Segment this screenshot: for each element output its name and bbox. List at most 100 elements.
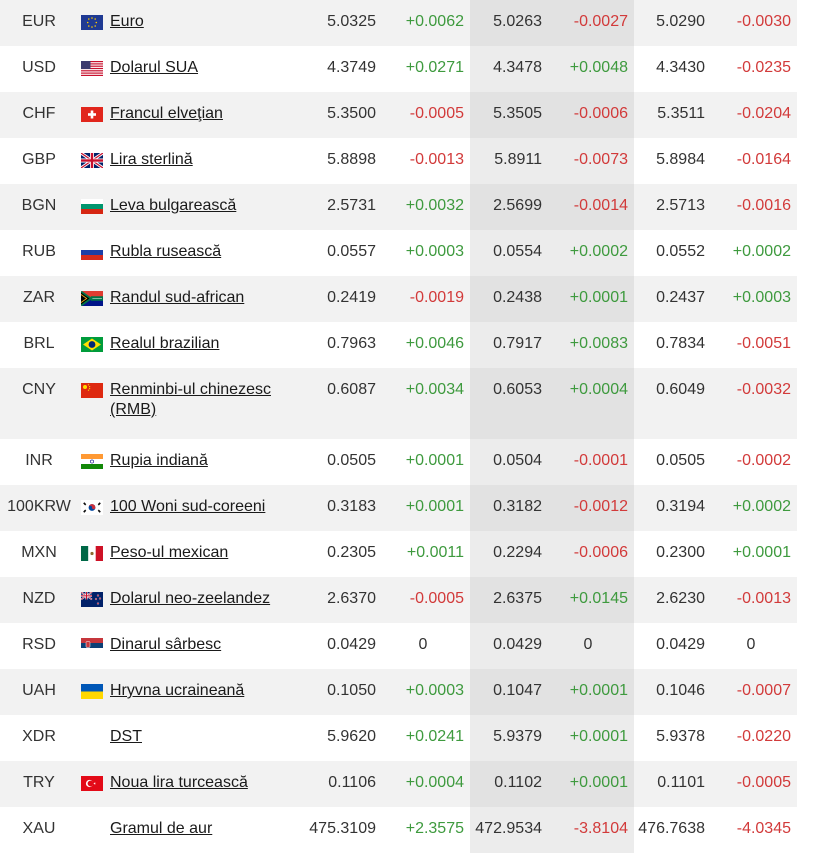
table-row: RSD Dinarul sârbesc 0.0429 0 0.0429 0 0.0429 0 — [0, 623, 797, 669]
rate-change-1: +0.0034 — [382, 368, 470, 439]
rate-value-1: 5.0325 — [304, 0, 382, 46]
currency-name-link[interactable]: Rupia indiană — [110, 452, 208, 469]
rate-value-1: 5.3500 — [304, 92, 382, 138]
rate-value-3: 0.6049 — [634, 368, 711, 439]
ua-flag-icon — [81, 684, 103, 699]
currency-name-link[interactable]: Renminbi-ul chinezesc (RMB) — [110, 381, 271, 418]
rate-change-3: -0.0013 — [711, 577, 797, 623]
rate-value-2: 0.2294 — [470, 531, 548, 577]
currency-name-link[interactable]: Leva bulgarească — [110, 197, 237, 214]
table-row: UAH Hryvna ucraineană 0.1050 +0.0003 0.1047 +… — [0, 669, 797, 715]
currency-code: INR — [25, 452, 53, 469]
currency-name-link[interactable]: Dolarul neo-zeelandez — [110, 590, 271, 607]
currency-code: GBP — [22, 151, 56, 168]
currency-name-link[interactable]: DST — [110, 728, 142, 745]
rate-change-2: -0.0006 — [548, 531, 634, 577]
rate-value-1: 0.0429 — [327, 636, 376, 653]
mx-flag-icon — [81, 546, 103, 561]
br-flag-icon — [81, 337, 103, 352]
rate-value-1: 0.2305 — [327, 544, 376, 561]
rate-change-3: -0.0220 — [736, 728, 791, 745]
rate-change-3: 0 — [746, 636, 756, 653]
rate-change-2: +0.0083 — [548, 322, 634, 368]
rate-value-3: 0.3194 — [634, 485, 711, 531]
currency-name-link[interactable]: Hryvna ucraineană — [110, 682, 245, 699]
currency-name-cell: Dolarul SUA — [78, 46, 304, 92]
currency-code: BGN — [0, 184, 78, 230]
rate-value-2: 5.9379 — [470, 715, 548, 761]
rate-value-1: 5.8898 — [327, 151, 376, 168]
rate-value-3: 5.3511 — [634, 92, 711, 138]
table-row: TRY Noua lira turcească 0.1106 +0.0004 0.110… — [0, 761, 797, 807]
currency-name-link[interactable]: Dinarul sârbesc — [110, 636, 222, 653]
rate-change-2: +0.0001 — [548, 669, 634, 715]
currency-name-cell: Hryvna ucraineană — [78, 669, 304, 715]
currency-code: CHF — [0, 92, 78, 138]
table-row: MXN Peso-ul mexican 0.2305 +0.0011 0.2294 -0.… — [0, 531, 797, 577]
currency-name-cell: Gramul de aur — [78, 807, 304, 853]
bg-flag-icon — [81, 199, 103, 214]
rate-value-3: 2.5713 — [634, 184, 711, 230]
rate-value-3: 0.7834 — [656, 335, 705, 352]
currency-name-link[interactable]: 100 Woni sud-coreeni — [110, 498, 266, 515]
rate-change-2: +0.0048 — [548, 46, 634, 92]
rate-change-3: -0.0204 — [711, 92, 797, 138]
currency-name-link[interactable]: Gramul de aur — [110, 820, 213, 837]
currency-name-link[interactable]: Noua lira turcească — [110, 774, 248, 791]
in-flag-icon — [81, 454, 103, 469]
currency-name-link[interactable]: Dolarul SUA — [110, 59, 199, 76]
rate-change-1: +0.0241 — [405, 728, 464, 745]
rate-value-2: 4.3478 — [470, 46, 548, 92]
rate-value-3: 0.1101 — [634, 761, 711, 807]
currency-name-link[interactable]: Euro — [110, 13, 144, 30]
rate-value-1: 0.3183 — [304, 485, 382, 531]
cn-flag-icon — [81, 383, 103, 398]
rate-change-2: -0.0014 — [548, 184, 634, 230]
rate-change-3: -0.0051 — [736, 335, 791, 352]
rate-change-1: +0.0003 — [382, 669, 470, 715]
currency-name-cell: DST — [78, 715, 304, 761]
rate-value-3: 5.8984 — [656, 151, 705, 168]
rs-flag-icon — [81, 638, 103, 653]
rate-change-2: -3.8104 — [548, 807, 634, 853]
rate-value-1: 0.6087 — [304, 368, 382, 439]
rate-change-3: -0.0002 — [736, 452, 791, 469]
table-row: EUR Euro 5.0325 +0.0062 5.0263 -0.0027 5.0290-… — [0, 0, 797, 46]
currency-code: ZAR — [0, 276, 78, 322]
rate-value-1: 0.1106 — [304, 761, 382, 807]
currency-name-cell: Noua lira turcească — [78, 761, 304, 807]
ch-flag-icon — [81, 107, 103, 122]
currency-name-link[interactable]: Rubla rusească — [110, 243, 222, 260]
rate-value-2: 0.1047 — [470, 669, 548, 715]
rate-value-3: 0.0505 — [656, 452, 705, 469]
rate-change-3: -0.0016 — [711, 184, 797, 230]
rate-value-2: 2.5699 — [470, 184, 548, 230]
currency-name-link[interactable]: Francul elveţian — [110, 105, 223, 122]
rate-value-3: 0.2300 — [656, 544, 705, 561]
currency-code: MXN — [21, 544, 57, 561]
rate-change-2: -0.0001 — [548, 439, 634, 485]
rate-value-2: 0.0429 — [470, 623, 548, 669]
currency-code: USD — [22, 59, 56, 76]
rate-change-2: -0.0012 — [548, 485, 634, 531]
currency-name-link[interactable]: Realul brazilian — [110, 335, 220, 352]
currency-name-cell: Randul sud-african — [78, 276, 304, 322]
rate-change-1: +0.0004 — [382, 761, 470, 807]
currency-name-link[interactable]: Lira sterlină — [110, 151, 193, 168]
currency-name-cell: Leva bulgarească — [78, 184, 304, 230]
rate-change-2: +0.0145 — [548, 577, 634, 623]
rate-value-3: 5.0290 — [634, 0, 711, 46]
currency-name-link[interactable]: Randul sud-african — [110, 289, 245, 306]
table-row: CHF Francul elveţian 5.3500 -0.0005 5.3505 -0… — [0, 92, 797, 138]
currency-name-cell: Francul elveţian — [78, 92, 304, 138]
rate-change-2: +0.0002 — [548, 230, 634, 276]
currency-name-cell: Euro — [78, 0, 304, 46]
currency-name-link[interactable]: Peso-ul mexican — [110, 544, 229, 561]
rate-value-2: 0.2438 — [470, 276, 548, 322]
rate-change-1: -0.0005 — [382, 92, 470, 138]
rate-change-3: +0.0002 — [711, 485, 797, 531]
rate-change-2: +0.0001 — [548, 715, 634, 761]
currency-name-cell: Rubla rusească — [78, 230, 304, 276]
rate-value-2: 0.0504 — [470, 439, 548, 485]
